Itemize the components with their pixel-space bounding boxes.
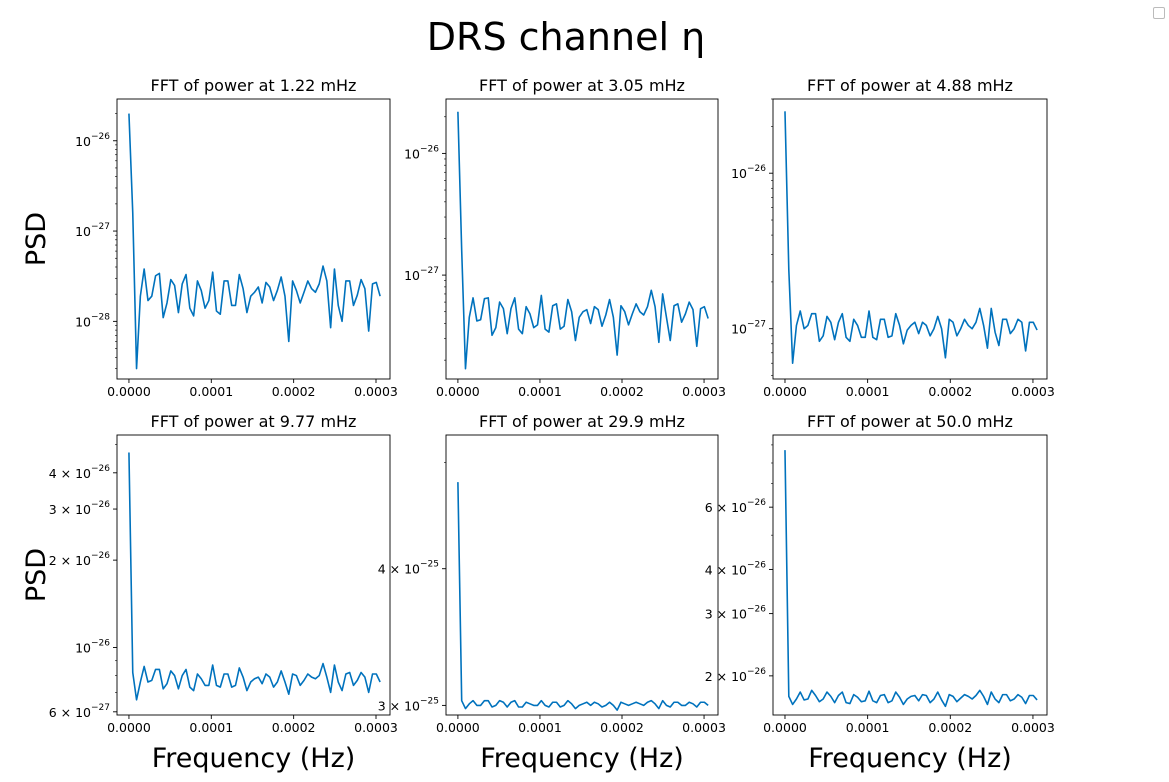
chart-4-xtick-label: 0.0003 bbox=[354, 720, 398, 735]
chart-1-xtick-label: 0.0001 bbox=[189, 384, 233, 399]
chart-4-ytick-label: 4 × 10−26 bbox=[49, 464, 111, 481]
chart-6-xtick-label: 0.0003 bbox=[1011, 720, 1055, 735]
chart-6-ytick-label: 3 × 10−26 bbox=[705, 605, 767, 622]
chart-3-series-line bbox=[784, 111, 1038, 365]
chart-2-ytick-label: 10−27 bbox=[404, 266, 439, 283]
chart-2-xtick-label: 0.0001 bbox=[518, 384, 562, 399]
chart-6-xtick-label: 0.0001 bbox=[846, 720, 890, 735]
chart-4-xtick-label: 0.0000 bbox=[107, 720, 151, 735]
chart-5-panel: 0.0000 0.0001 0.0002 0.0003 3 × 10−25 4 × 10−… bbox=[378, 412, 726, 774]
chart-4-ytick-label: 6 × 10−27 bbox=[49, 703, 110, 720]
chart-1-title: FFT of power at 1.22 mHz bbox=[151, 76, 357, 95]
chart-4-xlabel: Frequency (Hz) bbox=[152, 743, 356, 774]
chart-5-ytick-label: 3 × 10−25 bbox=[378, 696, 439, 713]
chart-2-xtick-label: 0.0002 bbox=[600, 384, 644, 399]
chart-3-xtick-label: 0.0003 bbox=[1011, 384, 1055, 399]
chart-2-ytick-label: 10−26 bbox=[404, 144, 439, 161]
chart-2-series-line bbox=[457, 111, 709, 370]
chart-4-ytick-label: 3 × 10−26 bbox=[49, 500, 111, 517]
chart-1-xtick-label: 0.0003 bbox=[354, 384, 398, 399]
chart-3-ytick-label: 10−26 bbox=[731, 164, 766, 181]
chart-5-series-line bbox=[457, 482, 709, 711]
chart-2-title: FFT of power at 3.05 mHz bbox=[479, 76, 685, 95]
chart-4-series-line bbox=[128, 452, 381, 701]
chart-3-xtick-label: 0.0001 bbox=[846, 384, 890, 399]
chart-6-xtick-label: 0.0000 bbox=[763, 720, 807, 735]
chart-2-axes-frame bbox=[445, 98, 719, 380]
chart-5-title: FFT of power at 29.9 mHz bbox=[479, 412, 685, 431]
chart-4-ylabel: PSD bbox=[21, 548, 52, 602]
figure-suptitle: DRS channel η bbox=[427, 15, 705, 59]
chart-1-ytick-label: 10−27 bbox=[75, 222, 110, 239]
chart-4-panel: 0.0000 0.0001 0.0002 0.0003 6 × 10−27 10−26 2 … bbox=[21, 412, 398, 774]
chart-4-ytick-label: 10−26 bbox=[75, 638, 110, 655]
chart-3-axes-frame bbox=[772, 98, 1048, 380]
chart-4-axes-frame bbox=[116, 434, 391, 716]
chart-5-xtick-label: 0.0001 bbox=[518, 720, 562, 735]
chart-2-xtick-label: 0.0000 bbox=[436, 384, 480, 399]
chart-1-ylabel: PSD bbox=[21, 212, 52, 266]
chart-1-axes-frame bbox=[116, 98, 391, 380]
chart-5-xtick-label: 0.0002 bbox=[600, 720, 644, 735]
chart-6-axes-frame bbox=[772, 434, 1048, 716]
chart-4-ytick-label: 2 × 10−26 bbox=[49, 551, 111, 568]
chart-4-xtick-label: 0.0001 bbox=[189, 720, 233, 735]
chart-6-panel: 0.0000 0.0001 0.0002 0.0003 2 × 10−26 3 × 10−… bbox=[705, 412, 1055, 774]
legend-box bbox=[1153, 7, 1165, 19]
chart-6-xlabel: Frequency (Hz) bbox=[808, 743, 1012, 774]
chart-6-series-line bbox=[784, 450, 1038, 708]
chart-4-xtick-label: 0.0002 bbox=[272, 720, 316, 735]
chart-6-ytick-label: 2 × 10−26 bbox=[705, 667, 767, 684]
chart-6-xtick-label: 0.0002 bbox=[928, 720, 972, 735]
chart-5-xtick-label: 0.0000 bbox=[436, 720, 480, 735]
chart-1-xtick-label: 0.0000 bbox=[107, 384, 151, 399]
chart-5-axes-frame bbox=[445, 434, 719, 716]
chart-5-ytick-label: 4 × 10−25 bbox=[378, 560, 439, 577]
chart-1-ytick-label: 10−28 bbox=[75, 312, 110, 329]
chart-3-panel: 0.0000 0.0001 0.0002 0.0003 10−27 10−26 FFT of… bbox=[731, 76, 1055, 399]
chart-2-xtick-label: 0.0003 bbox=[682, 384, 726, 399]
chart-3-ytick-label: 10−27 bbox=[731, 320, 766, 337]
chart-1-ytick-label: 10−26 bbox=[75, 132, 110, 149]
chart-1-panel: 0.0000 0.0001 0.0002 0.0003 10−28 10−27 10−26 F… bbox=[21, 76, 398, 399]
chart-3-title: FFT of power at 4.88 mHz bbox=[807, 76, 1013, 95]
chart-3-xtick-label: 0.0000 bbox=[763, 384, 807, 399]
chart-4-title: FFT of power at 9.77 mHz bbox=[151, 412, 357, 431]
chart-1-series-line bbox=[128, 113, 381, 370]
chart-6-ytick-label: 4 × 10−26 bbox=[705, 560, 767, 577]
chart-5-xlabel: Frequency (Hz) bbox=[480, 743, 684, 774]
chart-3-xtick-label: 0.0002 bbox=[928, 384, 972, 399]
chart-5-xtick-label: 0.0003 bbox=[682, 720, 726, 735]
chart-1-xtick-label: 0.0002 bbox=[272, 384, 316, 399]
chart-6-title: FFT of power at 50.0 mHz bbox=[807, 412, 1013, 431]
chart-6-ytick-label: 6 × 10−26 bbox=[705, 498, 767, 515]
chart-2-panel: 0.0000 0.0001 0.0002 0.0003 10−27 10−26 FFT of… bbox=[404, 76, 726, 399]
